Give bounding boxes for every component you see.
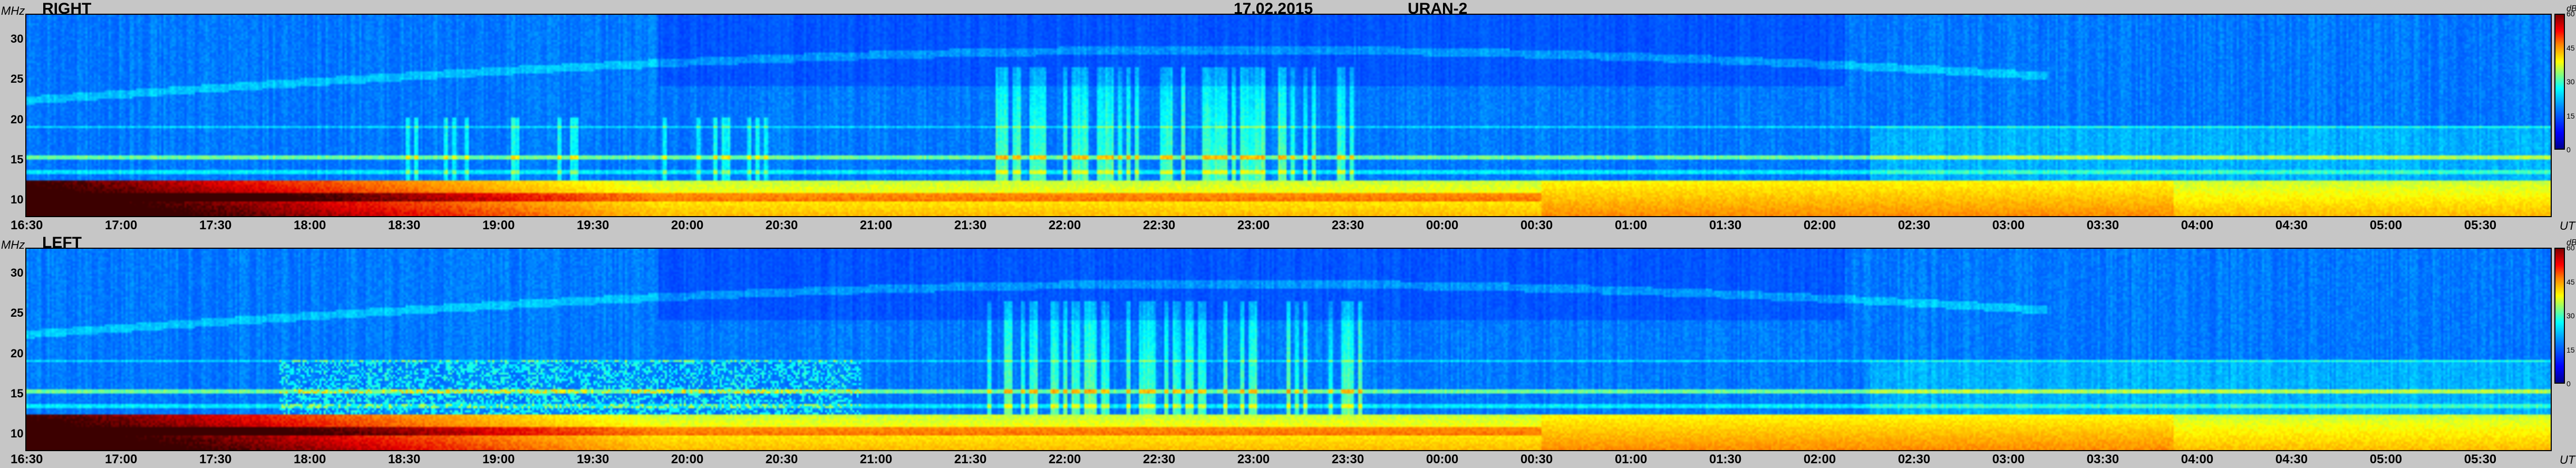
x-tick-label: 16:30: [11, 218, 43, 232]
colorbar-tick-label: 15: [2567, 111, 2575, 120]
x-tick-label: 03:30: [2086, 452, 2119, 466]
colorbar-tick-label: 30: [2567, 77, 2575, 86]
x-tick-label: 19:00: [482, 218, 515, 232]
y-tick-label: 10: [11, 193, 24, 207]
x-tick-label: 00:30: [1520, 218, 1553, 232]
x-tick-label: 22:30: [1142, 218, 1176, 232]
x-tick-label: 18:00: [293, 452, 326, 466]
x-tick-label: 20:30: [765, 218, 798, 232]
x-tick-label: 21:30: [954, 218, 987, 232]
x-tick-label: 18:30: [388, 218, 421, 232]
x-tick-label: 02:30: [1897, 452, 1931, 466]
x-tick-label: 02:00: [1803, 218, 1836, 232]
x-tick-label: 18:30: [388, 452, 421, 466]
x-tick-label: 04:30: [2275, 218, 2308, 232]
x-tick-label: 21:00: [859, 452, 893, 466]
colorbar-tick-label: 45: [2567, 277, 2575, 286]
x-tick-label: 20:00: [671, 452, 704, 466]
colorbar-tick-label: 60: [2567, 243, 2575, 252]
colorbar-left: [2554, 248, 2565, 384]
y-tick-label: 15: [11, 153, 24, 167]
colorbar-label-left: dB: [2567, 238, 2576, 247]
x-tick-label: 04:00: [2181, 452, 2214, 466]
y-tick-label: 25: [11, 72, 24, 86]
x-tick-label: 04:30: [2275, 452, 2308, 466]
x-tick-label: 05:30: [2464, 218, 2497, 232]
x-tick-label: 17:30: [199, 452, 232, 466]
y-tick-label: 25: [11, 306, 24, 320]
x-tick-label: 04:00: [2181, 218, 2214, 232]
x-tick-label: 18:00: [293, 218, 326, 232]
colorbar-tick-label: 30: [2567, 311, 2575, 320]
colorbar-right: [2554, 14, 2565, 150]
x-tick-label: 00:00: [1426, 218, 1459, 232]
spectrogram-right: [25, 14, 2552, 217]
x-tick-label: 22:00: [1048, 452, 1081, 466]
x-tick-label: 05:30: [2464, 452, 2497, 466]
spectrogram-left: [25, 248, 2552, 451]
colorbar-tick-label: 0: [2567, 145, 2571, 154]
y-tick-label: 15: [11, 387, 24, 401]
x-tick-label: 03:30: [2086, 218, 2119, 232]
x-tick-label: 03:00: [1992, 452, 2025, 466]
x-tick-label: 03:00: [1992, 218, 2025, 232]
x-tick-label: 00:30: [1520, 452, 1553, 466]
x-tick-label: 23:30: [1331, 452, 1364, 466]
x-tick-label: 02:00: [1803, 452, 1836, 466]
x-tick-label: 05:00: [2369, 218, 2403, 232]
x-tick-label: 22:30: [1142, 452, 1176, 466]
x-tick-label: 17:00: [104, 218, 138, 232]
x-tick-label: 23:30: [1331, 218, 1364, 232]
x-tick-label: 01:30: [1709, 452, 1742, 466]
y-axis-label-right: MHz: [1, 4, 25, 17]
x-tick-label: 19:30: [576, 452, 609, 466]
x-tick-label: 01:00: [1614, 452, 1648, 466]
x-tick-label: 23:00: [1237, 218, 1270, 232]
x-axis-label-left: UT: [2560, 453, 2575, 466]
x-tick-label: 22:00: [1048, 218, 1081, 232]
colorbar-tick-label: 60: [2567, 9, 2575, 18]
colorbar-tick-label: 15: [2567, 345, 2575, 354]
x-tick-label: 02:30: [1897, 218, 1931, 232]
colorbar-tick-label: 0: [2567, 379, 2571, 388]
y-tick-label: 30: [11, 266, 24, 279]
x-tick-label: 17:00: [104, 452, 138, 466]
x-tick-label: 19:30: [576, 218, 609, 232]
colorbar-tick-label: 45: [2567, 43, 2575, 52]
x-tick-label: 21:00: [859, 218, 893, 232]
x-tick-label: 16:30: [11, 452, 43, 466]
y-tick-label: 20: [11, 112, 24, 126]
x-tick-label: 01:00: [1614, 218, 1648, 232]
x-tick-label: 19:00: [482, 452, 515, 466]
x-tick-label: 05:00: [2369, 452, 2403, 466]
x-tick-label: 21:30: [954, 452, 987, 466]
x-tick-label: 20:30: [765, 452, 798, 466]
x-axis-label-right: UT: [2560, 219, 2575, 232]
x-tick-label: 17:30: [199, 218, 232, 232]
y-axis-label-left: MHz: [1, 238, 25, 251]
x-tick-label: 00:00: [1426, 452, 1459, 466]
y-tick-label: 20: [11, 346, 24, 360]
y-tick-label: 30: [11, 32, 24, 45]
x-tick-label: 01:30: [1709, 218, 1742, 232]
x-tick-label: 20:00: [671, 218, 704, 232]
colorbar-label-right: dB: [2567, 4, 2576, 13]
x-tick-label: 23:00: [1237, 452, 1270, 466]
y-tick-label: 10: [11, 427, 24, 441]
